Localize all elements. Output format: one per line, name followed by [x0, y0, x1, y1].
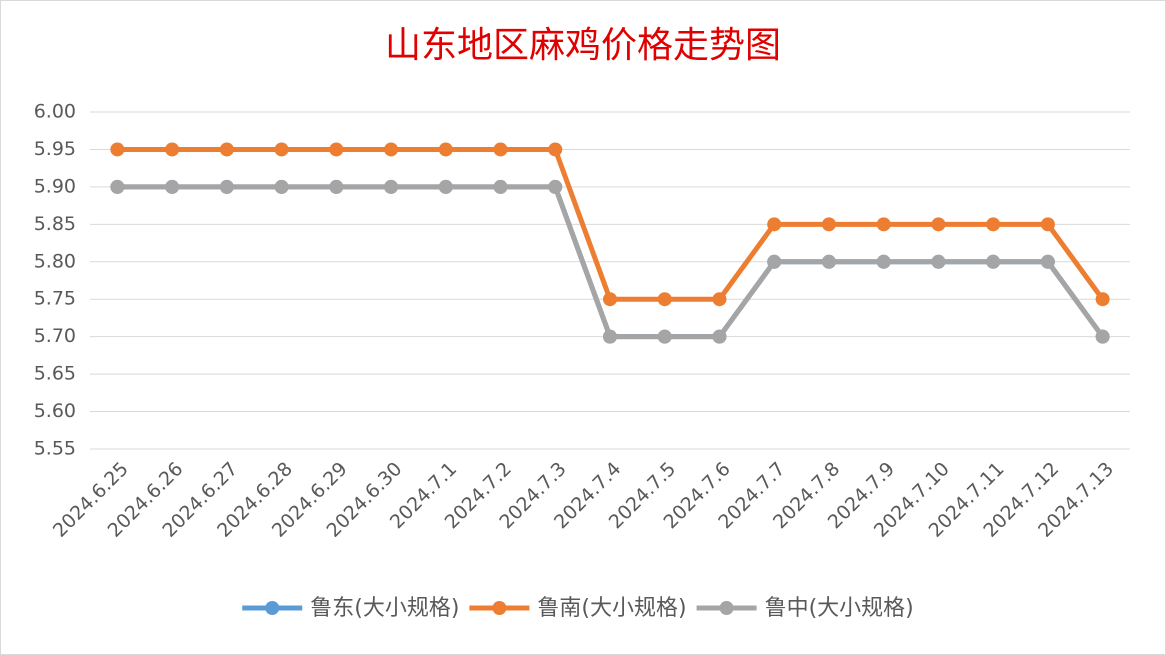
point — [329, 142, 344, 157]
point — [712, 329, 727, 344]
point — [384, 179, 399, 194]
y-tick-label: 5.90 — [34, 175, 76, 197]
y-tick-label: 5.75 — [34, 288, 76, 310]
point — [1040, 254, 1055, 269]
point — [986, 217, 1001, 232]
y-tick-label: 5.60 — [34, 400, 76, 422]
point — [657, 292, 672, 307]
point — [657, 329, 672, 344]
point — [821, 254, 836, 269]
point — [603, 292, 617, 307]
legend-item: 鲁南(大小规格) — [469, 596, 687, 621]
chart-title: 山东地区麻鸡价格走势图 — [385, 25, 781, 66]
legend-label: 鲁中(大小规格) — [765, 596, 914, 621]
legend-label: 鲁东(大小规格) — [310, 596, 459, 621]
point — [821, 217, 836, 232]
legend-marker — [492, 601, 507, 615]
point — [219, 179, 234, 194]
point — [548, 179, 563, 194]
point — [876, 254, 891, 269]
point — [1095, 329, 1110, 344]
point — [329, 179, 344, 194]
point — [493, 179, 508, 194]
y-tick-label: 5.70 — [34, 325, 76, 347]
y-tick-label: 6.00 — [34, 101, 76, 123]
point — [1040, 217, 1055, 232]
point — [219, 142, 234, 157]
point — [603, 329, 617, 344]
point — [876, 217, 891, 232]
point — [767, 217, 782, 232]
point — [548, 142, 563, 157]
point — [274, 142, 289, 157]
point — [438, 142, 453, 157]
point — [931, 217, 946, 232]
legend-marker — [719, 601, 734, 615]
point — [165, 142, 180, 157]
point — [986, 254, 1001, 269]
point — [438, 179, 453, 194]
y-tick-label: 5.55 — [34, 438, 76, 460]
point — [110, 179, 125, 194]
y-tick-label: 5.85 — [34, 213, 76, 235]
legend-marker — [265, 601, 280, 615]
point — [384, 142, 399, 157]
point — [165, 179, 180, 194]
point — [274, 179, 289, 194]
point — [931, 254, 946, 269]
legend-label: 鲁南(大小规格) — [537, 596, 686, 621]
y-tick-label: 5.95 — [34, 138, 76, 160]
point — [712, 292, 727, 307]
point — [767, 254, 782, 269]
point — [493, 142, 508, 157]
legend-item: 鲁中(大小规格) — [696, 596, 914, 621]
point — [1095, 292, 1110, 307]
point — [110, 142, 125, 157]
legend-item: 鲁东(大小规格) — [242, 596, 459, 621]
y-tick-label: 5.80 — [34, 250, 76, 272]
y-tick-label: 5.65 — [34, 363, 76, 385]
